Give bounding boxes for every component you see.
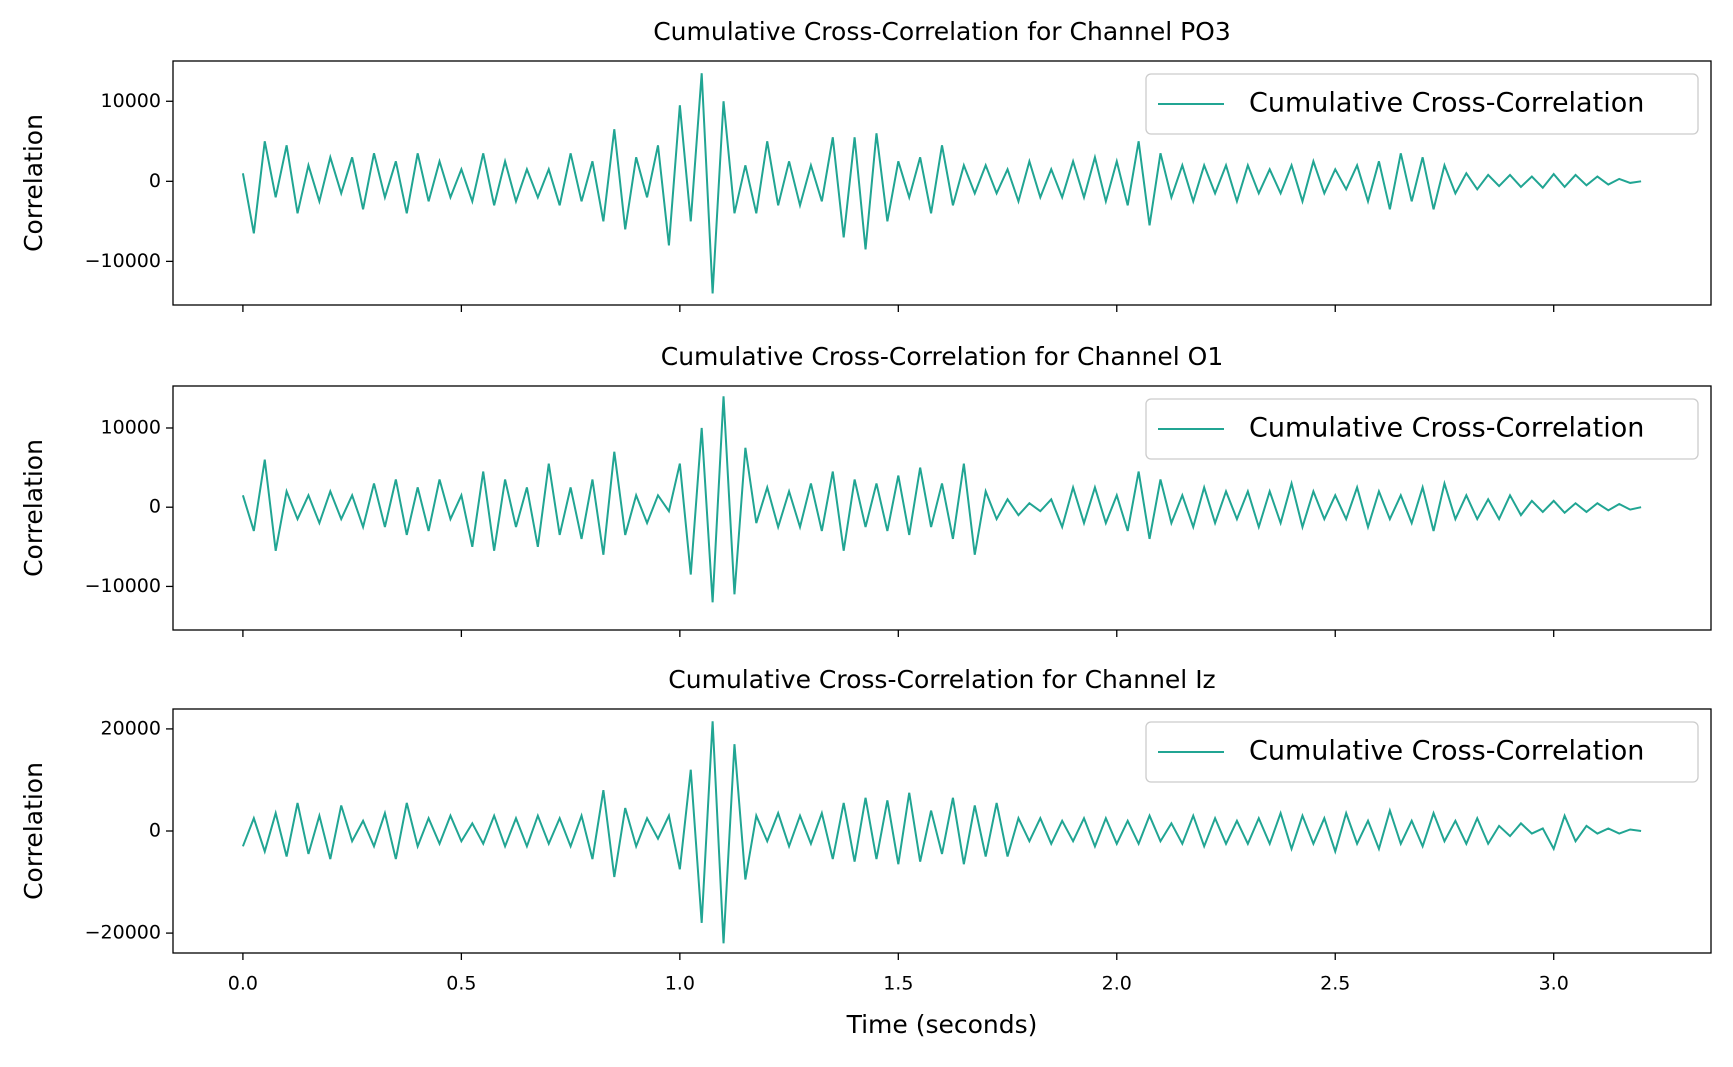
- legend-label: Cumulative Cross-Correlation: [1249, 736, 1644, 767]
- y-tick-label: 10000: [101, 90, 161, 112]
- legend-label: Cumulative Cross-Correlation: [1249, 88, 1644, 119]
- x-tick-label: 3.0: [1539, 973, 1569, 995]
- x-tick-label: 2.0: [1102, 973, 1132, 995]
- y-axis-label: Correlation: [19, 439, 48, 577]
- series-line: [241, 396, 1642, 603]
- y-tick-label: 0: [149, 496, 161, 518]
- y-axis-label: Correlation: [19, 762, 48, 900]
- subplot-title: Cumulative Cross-Correlation for Channel…: [668, 665, 1215, 694]
- x-tick-label: 1.0: [665, 973, 695, 995]
- legend-box: [1145, 721, 1699, 783]
- x-tick-label: 2.5: [1320, 973, 1350, 995]
- axes-frame: [172, 708, 1712, 954]
- series-line: [241, 721, 1642, 944]
- y-tick-label: −20000: [85, 922, 161, 944]
- legend-label: Cumulative Cross-Correlation: [1249, 413, 1644, 444]
- subplot-title: Cumulative Cross-Correlation for Channel…: [653, 17, 1231, 46]
- y-tick-label: −10000: [85, 250, 161, 272]
- y-axis-label: Correlation: [19, 114, 48, 252]
- y-tick-label: 10000: [101, 416, 161, 438]
- y-tick-label: 20000: [101, 717, 161, 739]
- x-tick-label: 0.5: [446, 973, 476, 995]
- x-axis-label: Time (seconds): [846, 1010, 1038, 1039]
- legend-box: [1145, 73, 1699, 135]
- y-tick-label: −10000: [85, 575, 161, 597]
- x-tick-label: 1.5: [883, 973, 913, 995]
- x-tick-label: 0.0: [228, 973, 258, 995]
- series-line: [241, 73, 1642, 294]
- axes-frame: [172, 60, 1712, 306]
- y-tick-label: 0: [149, 820, 161, 842]
- axes-frame: [172, 385, 1712, 631]
- subplot-title: Cumulative Cross-Correlation for Channel…: [661, 342, 1223, 371]
- legend-box: [1145, 398, 1699, 460]
- y-tick-label: 0: [149, 170, 161, 192]
